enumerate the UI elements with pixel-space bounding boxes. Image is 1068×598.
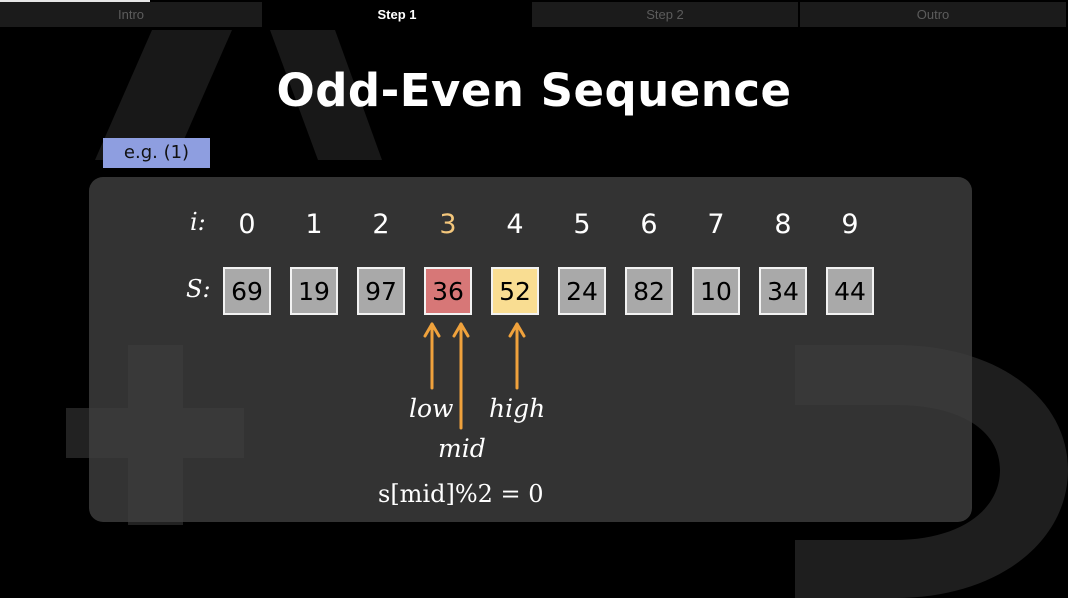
index-label: 9 [841, 209, 859, 240]
tab-progress-bar [0, 0, 150, 2]
sequence-cell: 44 [826, 267, 874, 315]
sequence-panel [89, 177, 972, 522]
tab-intro[interactable]: Intro [0, 2, 262, 27]
index-label: 2 [372, 209, 390, 240]
index-label: 8 [774, 209, 792, 240]
sequence-cell: 19 [290, 267, 338, 315]
tab-step-2[interactable]: Step 2 [532, 2, 798, 27]
sequence-row-label: S: [186, 275, 211, 303]
condition-formula: s[mid]%2 = 0 [378, 480, 544, 508]
step-tabs: Intro Step 1 Step 2 Outro [0, 0, 1068, 27]
high-pointer-label: high [489, 394, 546, 423]
index-label-highlighted: 3 [439, 209, 457, 240]
page-title: Odd-Even Sequence [276, 64, 792, 117]
index-label: 1 [305, 209, 323, 240]
index-label: 6 [640, 209, 658, 240]
sequence-cell-high: 52 [491, 267, 539, 315]
index-row-label: i: [190, 208, 206, 236]
sequence-cell: 97 [357, 267, 405, 315]
sequence-cell-low: 36 [424, 267, 472, 315]
index-label: 5 [573, 209, 591, 240]
tab-step-1[interactable]: Step 1 [264, 2, 530, 27]
sequence-cell: 82 [625, 267, 673, 315]
tab-outro[interactable]: Outro [800, 2, 1066, 27]
index-label: 7 [707, 209, 725, 240]
index-label: 0 [238, 209, 256, 240]
sequence-cell: 10 [692, 267, 740, 315]
example-badge: e.g. (1) [103, 138, 210, 168]
index-label: 4 [506, 209, 524, 240]
low-pointer-label: low [409, 394, 454, 423]
sequence-cell: 69 [223, 267, 271, 315]
sequence-cell: 34 [759, 267, 807, 315]
sequence-cell: 24 [558, 267, 606, 315]
mid-pointer-label: mid [438, 434, 486, 463]
